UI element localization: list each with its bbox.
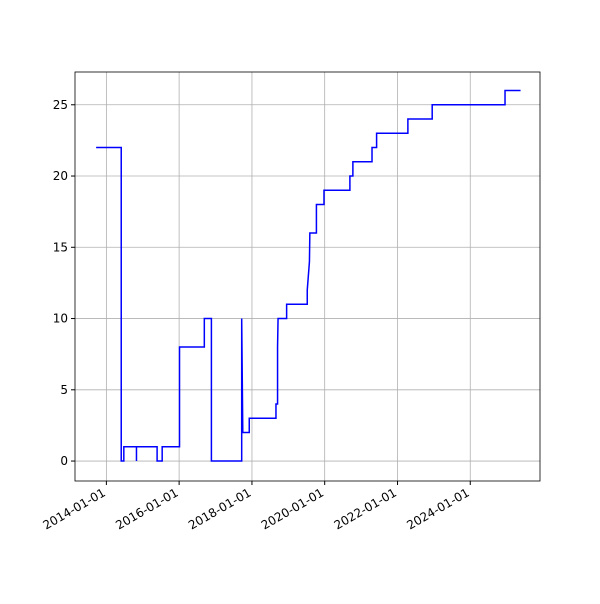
y-tick-label: 25	[53, 98, 68, 112]
y-tick-label: 0	[60, 454, 68, 468]
y-tick-label: 20	[53, 169, 68, 183]
y-tick-label: 15	[53, 240, 68, 254]
plot-frame	[74, 71, 541, 482]
y-tick-label: 10	[53, 312, 68, 326]
data-line	[96, 89, 521, 462]
y-tick-label: 5	[60, 383, 68, 397]
